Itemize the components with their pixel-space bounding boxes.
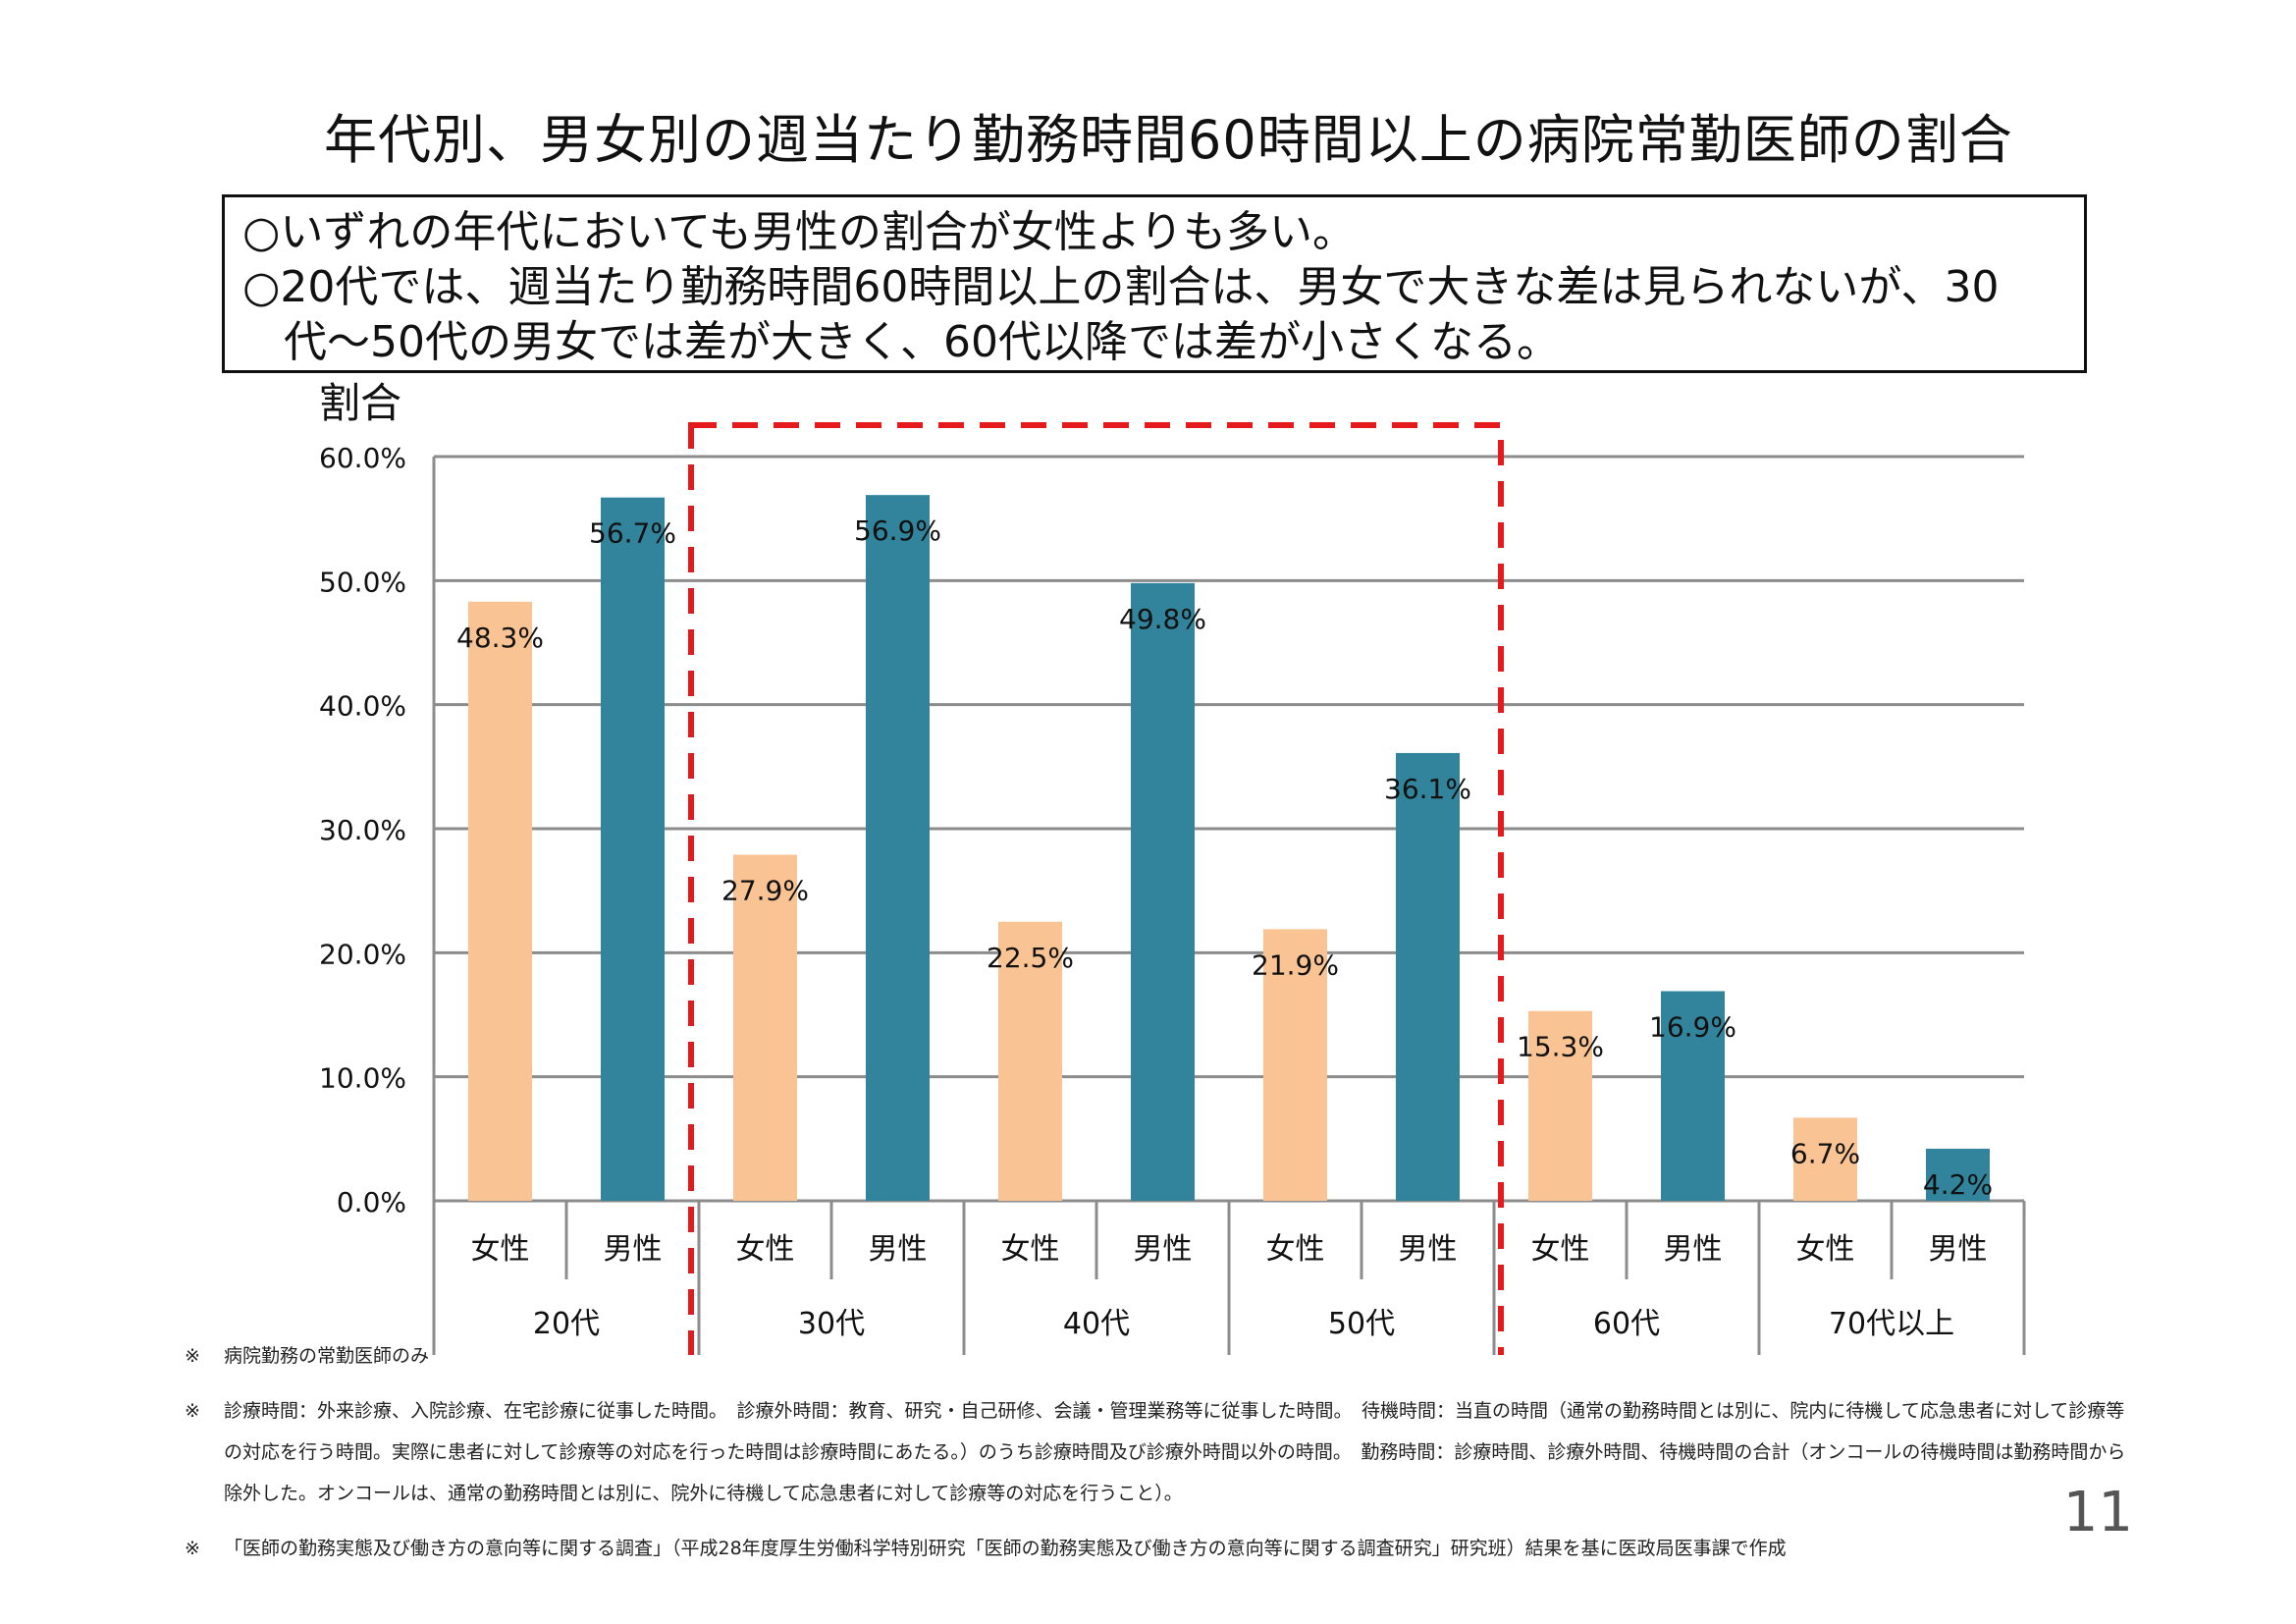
data-label: 27.9% — [721, 875, 809, 907]
data-label: 56.7% — [589, 517, 676, 550]
bar-女性-30代 — [733, 854, 797, 1201]
summary-line-1: ○いずれの年代においても男性の割合が女性よりも多い。 — [242, 207, 1356, 257]
data-label: 48.3% — [456, 622, 544, 654]
data-label: 49.8% — [1119, 603, 1206, 635]
x-subcategory-label: 女性 — [736, 1232, 795, 1267]
x-subcategory-label: 男性 — [604, 1232, 663, 1267]
summary-line-3: 代～50代の男女では差が大きく、60代以降では差が小さくなる。 — [284, 317, 1560, 367]
bar-女性-60代 — [1528, 1010, 1592, 1201]
summary-line-2: ○20代では、週当たり勤務時間60時間以上の割合は、男女で大きな差は見られないが… — [242, 262, 2000, 312]
page-number: 11 — [2062, 1481, 2133, 1544]
data-label: 56.9% — [854, 514, 941, 547]
footnote-1: ※ 病院勤務の常勤医師のみ — [185, 1335, 2138, 1377]
y-axis-label: 割合 — [319, 379, 401, 427]
footnote-2: ※ 診療時間：外来診療、入院診療、在宅診療に従事した時間。 診療外時間：教育、研… — [185, 1390, 2138, 1514]
bar-男性-70代以上 — [1926, 1148, 1990, 1201]
data-label: 6.7% — [1790, 1137, 1860, 1169]
x-category-label: 40代 — [1063, 1307, 1130, 1341]
data-label: 36.1% — [1384, 773, 1471, 805]
x-category-label: 30代 — [798, 1307, 865, 1341]
footnote-mark: ※ — [185, 1400, 200, 1422]
x-subcategory-label: 男性 — [1664, 1232, 1723, 1267]
highlight-box — [688, 422, 1504, 1355]
bar-男性-60代 — [1661, 991, 1725, 1201]
footnotes: ※ 病院勤務の常勤医師のみ ※ 診療時間：外来診療、入院診療、在宅診療に従事した… — [185, 1335, 2138, 1569]
bar-女性-50代 — [1263, 929, 1327, 1201]
y-tick-label: 50.0% — [319, 566, 406, 598]
x-category-label: 70代以上 — [1829, 1307, 1954, 1341]
summary-box: ○いずれの年代においても男性の割合が女性よりも多い。 ○20代では、週当たり勤務… — [222, 194, 2087, 373]
y-tick-label: 40.0% — [319, 690, 406, 723]
y-tick-label: 0.0% — [337, 1186, 406, 1218]
x-subcategory-label: 女性 — [1531, 1232, 1590, 1267]
footnote-mark: ※ — [185, 1345, 200, 1367]
x-category-label: 20代 — [533, 1307, 600, 1341]
x-subcategory-label: 男性 — [1399, 1232, 1458, 1267]
data-label: 16.9% — [1649, 1010, 1736, 1043]
bar-女性-40代 — [998, 921, 1062, 1201]
footnote-3: ※ 「医師の勤務実態及び働き方の意向等に関する調査」（平成28年度厚生労働科学特… — [185, 1528, 2138, 1569]
x-subcategory-label: 女性 — [1001, 1232, 1060, 1267]
y-tick-label: 10.0% — [319, 1062, 406, 1095]
y-tick-label: 30.0% — [319, 814, 406, 846]
bar-男性-50代 — [1396, 752, 1460, 1201]
data-label: 15.3% — [1517, 1031, 1604, 1063]
footnote-text: 診療時間：外来診療、入院診療、在宅診療に従事した時間。 診療外時間：教育、研究・… — [224, 1400, 2126, 1504]
data-label: 22.5% — [987, 942, 1074, 974]
bar-男性-30代 — [866, 495, 930, 1201]
footnote-text: 病院勤務の常勤医師のみ — [224, 1345, 430, 1367]
y-tick-label: 60.0% — [319, 442, 406, 474]
bar-女性-70代以上 — [1793, 1117, 1857, 1201]
x-subcategory-label: 男性 — [869, 1232, 928, 1267]
data-label: 21.9% — [1252, 948, 1339, 981]
x-subcategory-label: 女性 — [471, 1232, 530, 1267]
x-subcategory-label: 女性 — [1796, 1232, 1855, 1267]
data-label: 4.2% — [1923, 1168, 1993, 1201]
x-subcategory-label: 男性 — [1134, 1232, 1193, 1267]
bar-女性-20代 — [468, 601, 532, 1201]
footnote-text: 「医師の勤務実態及び働き方の意向等に関する調査」（平成28年度厚生労働科学特別研… — [224, 1538, 1787, 1559]
x-category-label: 60代 — [1593, 1307, 1660, 1341]
y-tick-label: 20.0% — [319, 938, 406, 970]
footnote-mark: ※ — [185, 1538, 200, 1559]
page-title: 年代別、男女別の週当たり勤務時間60時間以上の病院常勤医師の割合 — [324, 109, 2013, 171]
x-subcategory-label: 男性 — [1929, 1232, 1988, 1267]
bar-男性-20代 — [601, 497, 665, 1201]
x-category-label: 50代 — [1328, 1307, 1395, 1341]
bar-男性-40代 — [1131, 582, 1195, 1201]
x-subcategory-label: 女性 — [1266, 1232, 1325, 1267]
bar-chart: 割合 0.0% 10.0% 20.0% 30.0% 40.0% 50.0% 60.0% 48.3… — [319, 379, 2026, 1355]
